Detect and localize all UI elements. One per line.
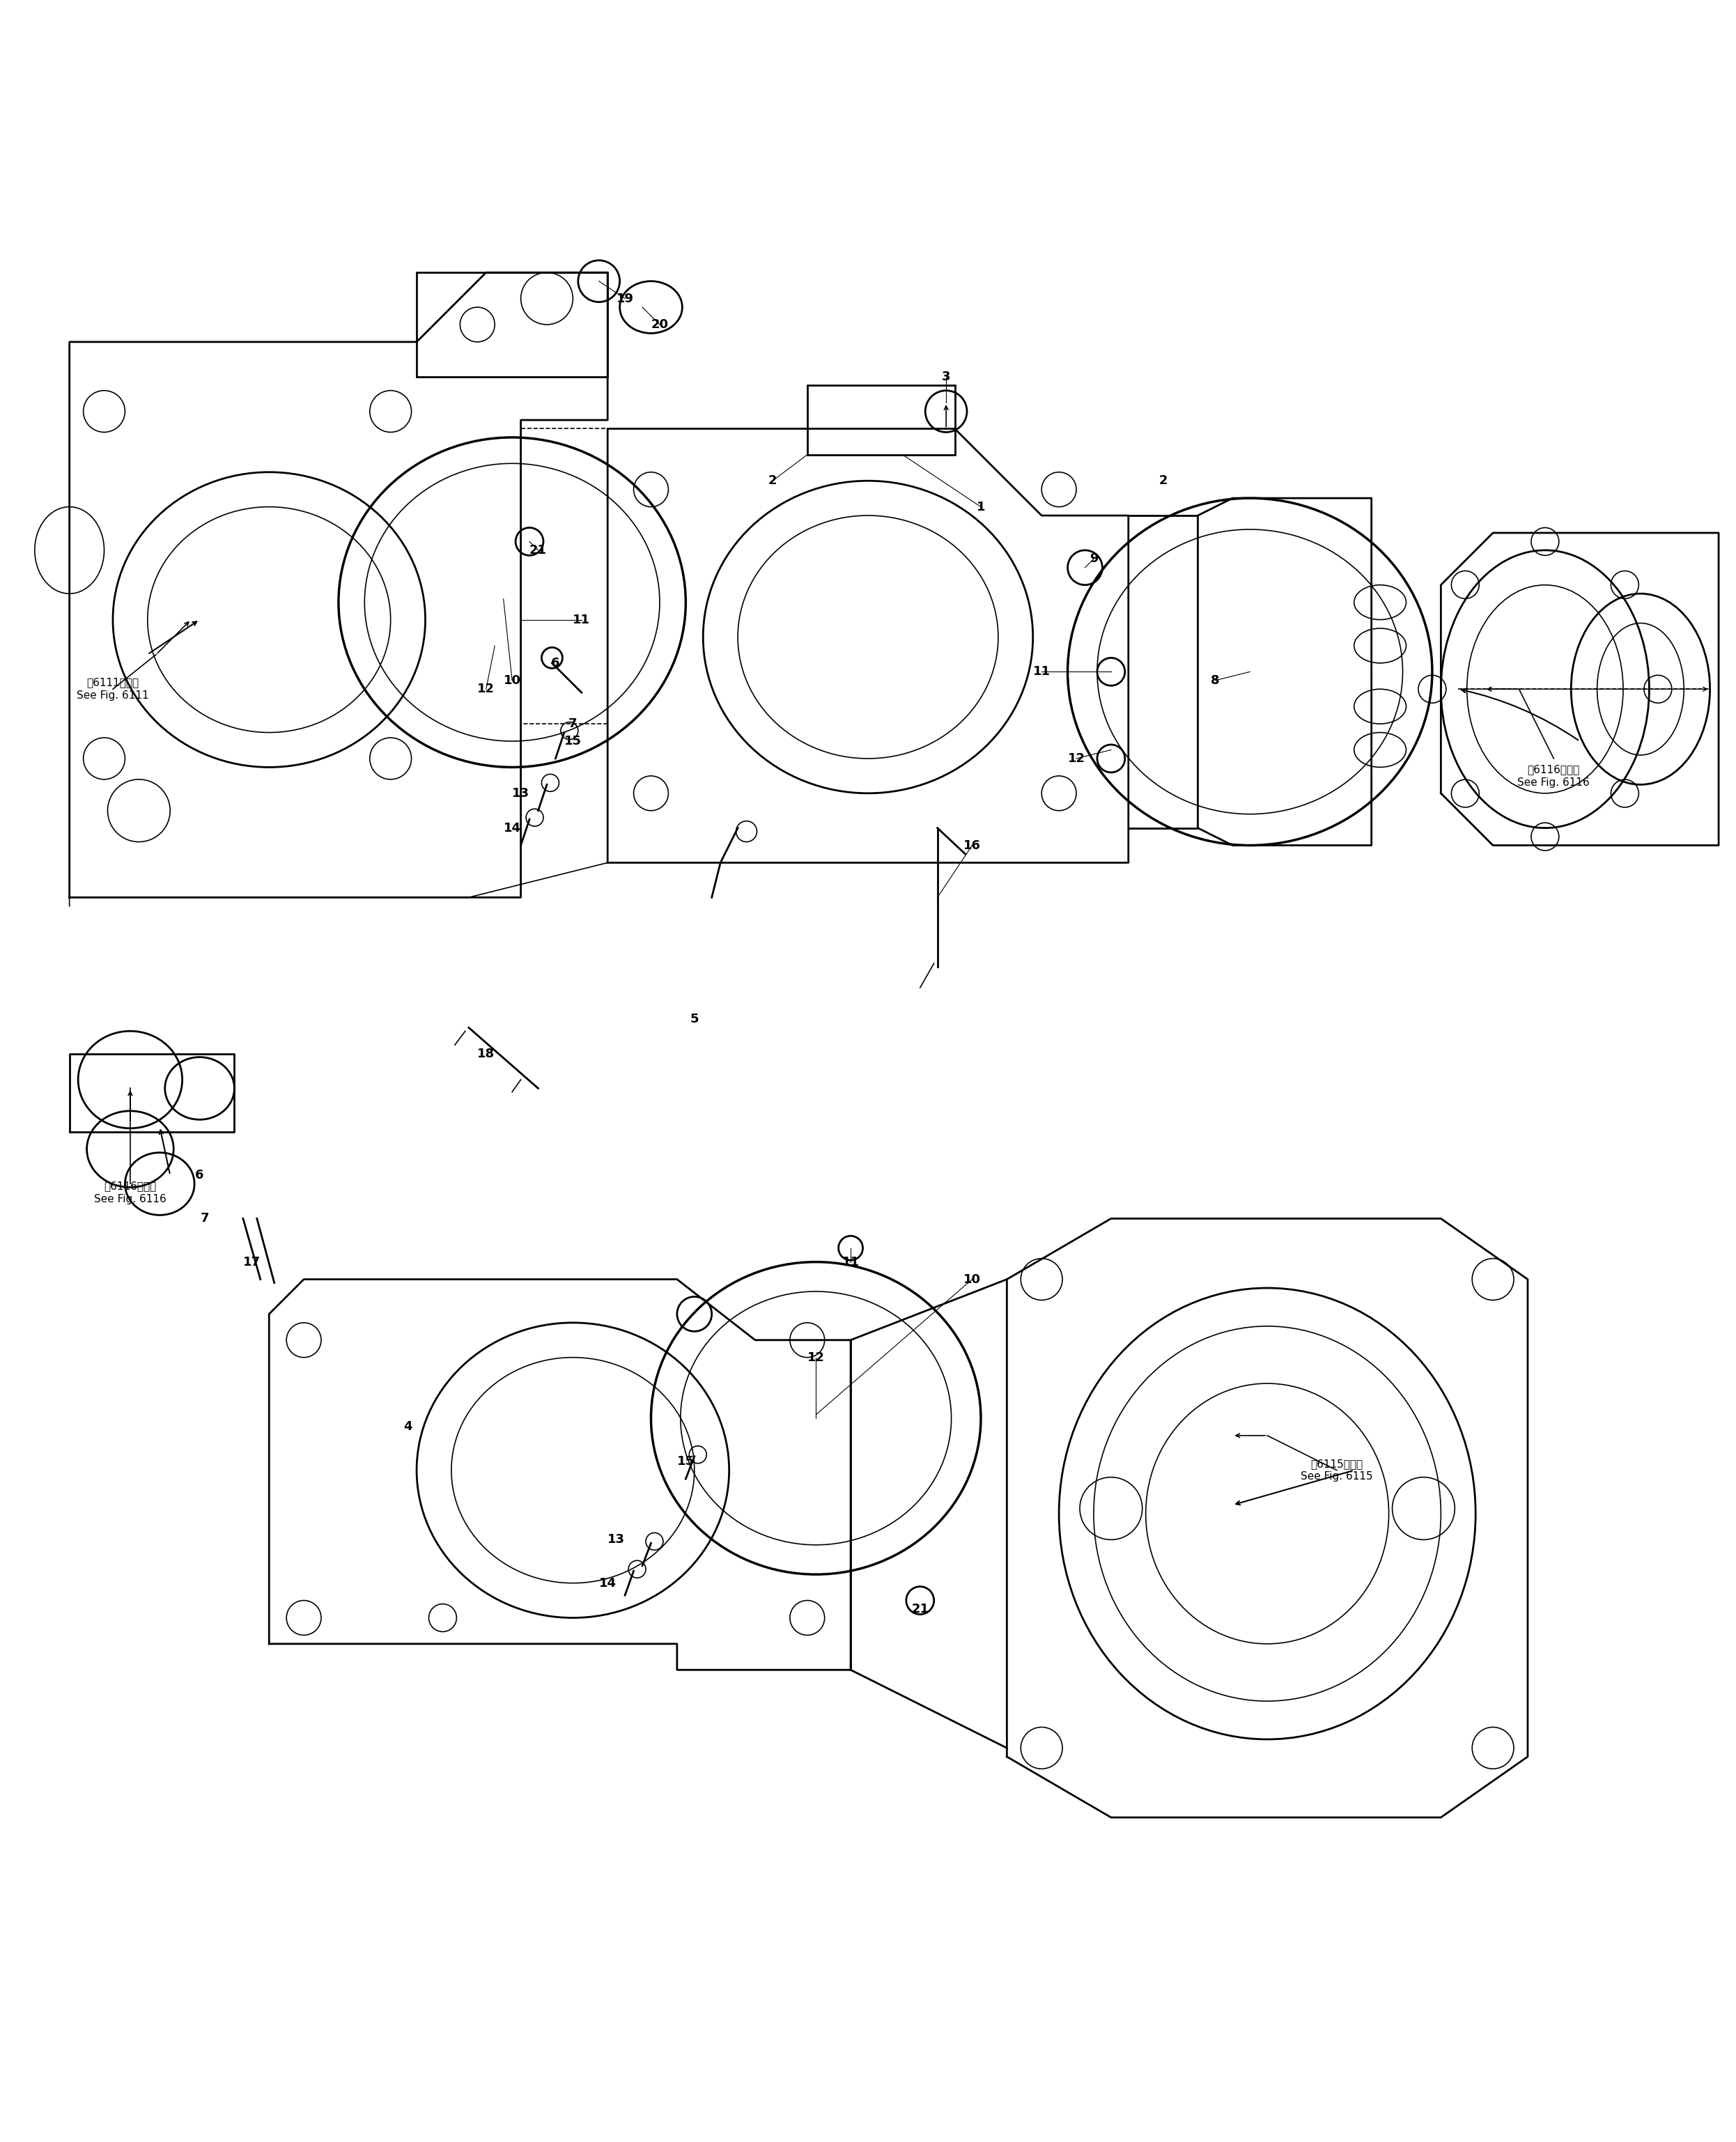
Text: 12: 12 [807,1352,825,1364]
Text: 2: 2 [1158,476,1168,486]
Text: 第6116図参照
See Fig. 6116: 第6116図参照 See Fig. 6116 [94,1180,167,1204]
Text: 第6115図参照
See Fig. 6115: 第6115図参照 See Fig. 6115 [1300,1459,1373,1482]
Text: 5: 5 [689,1013,700,1026]
Text: 12: 12 [1068,752,1085,765]
Bar [807,386,955,454]
Text: 8: 8 [1210,675,1220,688]
Text: 第6111図参照
See Fig. 6111: 第6111図参照 See Fig. 6111 [76,677,149,700]
Text: 16: 16 [963,840,981,853]
Text: 6: 6 [550,658,561,668]
Text: 14: 14 [503,823,521,833]
Text: 6: 6 [194,1170,205,1182]
Text: 18: 18 [477,1047,495,1060]
Text: 1: 1 [976,501,986,514]
Bar [417,272,608,377]
Text: 2: 2 [767,476,778,486]
Text: 9: 9 [1088,553,1099,565]
Text: 14: 14 [599,1577,616,1589]
Text: 20: 20 [651,319,668,330]
Text: 12: 12 [477,683,495,696]
Text: 3: 3 [941,371,951,383]
Text: 21: 21 [529,544,547,557]
Text: 11: 11 [842,1255,859,1268]
Text: 13: 13 [608,1534,625,1547]
Text: 10: 10 [963,1272,981,1285]
Text: 15: 15 [564,735,582,748]
Text: 4: 4 [403,1420,413,1433]
Text: 11: 11 [573,613,590,625]
Text: 11: 11 [1033,666,1050,679]
Text: 10: 10 [503,675,521,688]
Text: 19: 19 [616,291,634,304]
Text: 13: 13 [512,786,529,799]
Text: 第6116図参照
See Fig. 6116: 第6116図参照 See Fig. 6116 [1517,765,1590,788]
Text: 7: 7 [568,718,578,730]
Text: 7: 7 [200,1212,210,1225]
Text: 15: 15 [677,1454,694,1467]
Text: 17: 17 [243,1255,260,1268]
Text: 21: 21 [911,1602,929,1615]
